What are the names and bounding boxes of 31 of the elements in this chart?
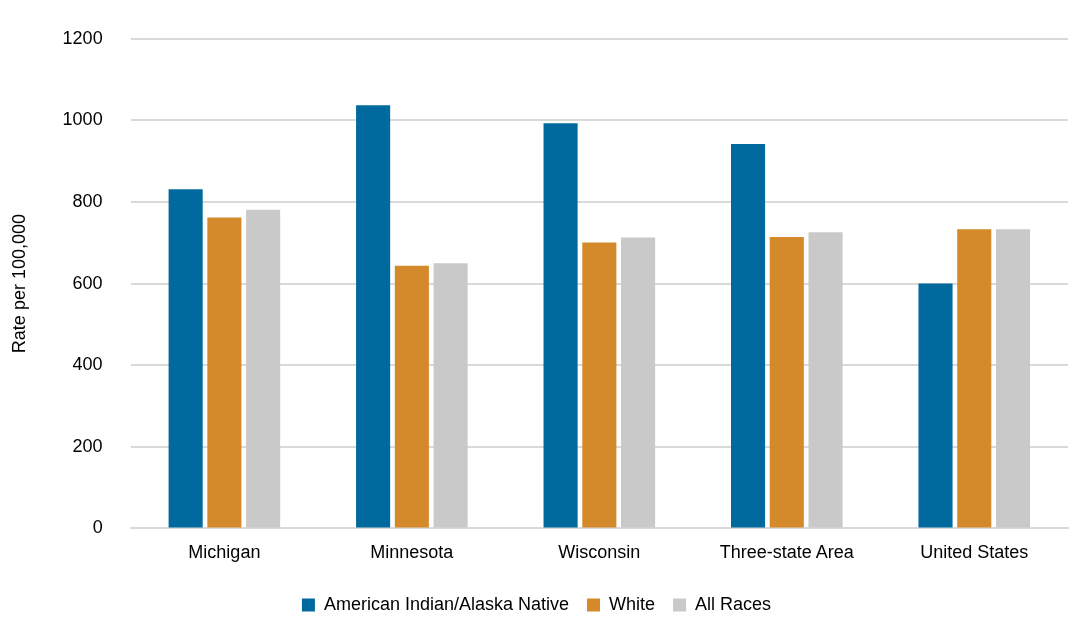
x-tick-label: Wisconsin	[558, 542, 641, 563]
bar	[995, 229, 1031, 528]
y-tick-label: 1000	[62, 109, 103, 130]
legend-label: All Races	[695, 593, 772, 614]
x-tick-label: Three-state Area	[719, 542, 855, 563]
x-tick-label: Michigan	[188, 542, 261, 563]
bar	[808, 232, 843, 528]
bar	[356, 105, 391, 528]
bar	[621, 237, 656, 528]
y-axis-title: Rate per 100,000	[8, 214, 29, 354]
bar	[433, 263, 468, 528]
legend-label: American Indian/Alaska Native	[323, 593, 570, 614]
bar	[582, 242, 617, 528]
bar	[394, 265, 429, 528]
bar	[918, 283, 953, 528]
bar	[207, 217, 242, 528]
y-tick-label: 800	[72, 190, 103, 211]
x-tick-label: Minnesota	[370, 542, 455, 563]
bar	[957, 229, 992, 528]
x-tick-label: United States	[920, 542, 1029, 563]
bar	[769, 237, 804, 528]
bar	[246, 209, 281, 528]
bar	[731, 144, 766, 528]
y-tick-label: 200	[72, 435, 103, 456]
y-tick-label: 1200	[62, 27, 103, 48]
legend-label: White	[609, 593, 656, 614]
y-tick-label: 400	[72, 354, 103, 375]
y-tick-label: 600	[72, 272, 103, 293]
y-tick-label: 0	[92, 517, 103, 538]
bar	[543, 123, 578, 528]
bar	[168, 189, 203, 528]
